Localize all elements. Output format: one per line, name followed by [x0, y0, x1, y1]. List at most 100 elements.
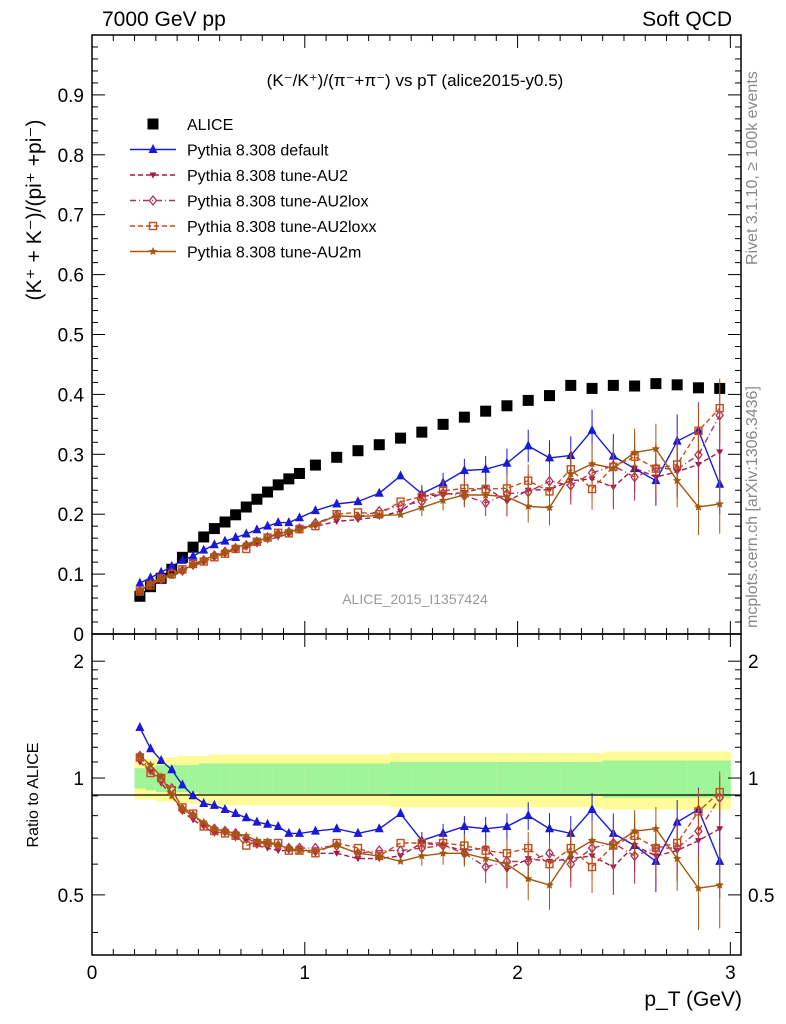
ratio-series-4-point: [273, 841, 283, 850]
series-5-point: [263, 533, 272, 542]
main-y-tick-label: 0: [73, 625, 84, 646]
series-3-line: [139, 415, 721, 592]
series-5-point: [252, 536, 262, 545]
ratio-series-3-point: [694, 807, 703, 816]
ratio-series-0-point: [374, 823, 384, 833]
ratio-series-3-point: [524, 843, 533, 853]
series-0-point: [331, 451, 343, 463]
series-0-point: [501, 400, 513, 412]
band-green-segment: [560, 761, 582, 796]
series-0-point: [230, 509, 242, 521]
series-0-point: [458, 411, 470, 423]
band-green-segment: [155, 765, 167, 793]
ratio-series-4-point: [417, 851, 427, 860]
ratio-series-0-point: [220, 803, 230, 813]
ratio-series-4-point: [523, 874, 533, 883]
ratio-series-3-point: [715, 787, 724, 797]
series-1-point: [135, 577, 145, 587]
ratio-series-4-point: [630, 826, 639, 835]
band-green-segment: [219, 763, 231, 794]
series-5-point: [715, 499, 724, 508]
main-y-tick-label: 0.1: [58, 565, 84, 586]
ratio-series-0-point: [587, 803, 597, 813]
series-1-point: [502, 457, 512, 467]
ratio-series-0-point: [263, 818, 273, 828]
band-green-segment: [496, 761, 519, 796]
ratio-series-3-point: [417, 838, 427, 848]
ratio-series-4-point: [178, 804, 187, 814]
series-5-point: [587, 459, 597, 468]
ratio-series-0-point: [310, 825, 320, 835]
band-green-segment: [347, 763, 370, 794]
ratio-series-4-point: [167, 791, 177, 800]
ratio-series-0-point: [294, 827, 304, 837]
main-y-tick-label: 0.6: [58, 266, 84, 287]
ratio-series-4-point: [460, 848, 469, 857]
series-1-point: [273, 517, 283, 527]
legend: ALICE Pythia 8.308 default Pythia 8.308 tu…: [130, 117, 376, 262]
series-0-point: [607, 379, 619, 391]
band-green-segment: [623, 760, 646, 798]
ratio-series-0-point: [284, 827, 294, 837]
series-5-point: [545, 503, 554, 512]
series-1-point: [374, 487, 384, 497]
legend-label: Pythia 8.308 default: [187, 143, 329, 160]
series-0-point: [283, 473, 295, 485]
legend-label: Pythia 8.308 tune-AU2lox: [187, 194, 368, 211]
series-0-point: [586, 382, 598, 394]
series-1-point: [220, 535, 230, 545]
series-5-point: [694, 502, 703, 511]
band-green-segment: [198, 763, 210, 794]
band-green-segment: [187, 765, 199, 793]
series-0-point: [293, 467, 305, 479]
series-0-point: [309, 459, 321, 471]
series-4-point: [524, 476, 533, 485]
series-0-point: [262, 486, 274, 498]
series-5-point: [353, 512, 363, 521]
series-1-point: [231, 532, 241, 542]
ratio-series-4-point: [545, 880, 554, 889]
band-green-segment: [411, 761, 433, 796]
series-1-point: [252, 524, 262, 534]
series-5-point: [375, 510, 384, 519]
series-0-point: [437, 418, 449, 430]
ratio-series-2-point: [396, 845, 405, 857]
legend-marker: [148, 144, 158, 153]
band-green-segment: [304, 763, 327, 794]
series-0-point: [198, 531, 210, 543]
ratio-series-4-point: [651, 824, 661, 833]
ratio-series-4-point: [332, 841, 341, 850]
ratio-series-4-point: [672, 854, 682, 863]
legend-marker: [148, 221, 158, 231]
series-5-point: [523, 501, 533, 511]
ratio-series-0-point: [523, 810, 533, 820]
band-green-segment: [602, 760, 625, 798]
x-tick-label: 3: [725, 963, 736, 984]
ratio-y-tick-label: 2: [73, 652, 84, 673]
series-5-point: [630, 448, 639, 457]
ratio-series-0-point: [502, 821, 512, 831]
band-green-segment: [666, 760, 689, 798]
x-tick-label: 2: [512, 963, 523, 984]
ratio-axis-ticks: 0.5 0.5 1 1 2 2 0 1 2 3: [58, 634, 774, 984]
plot-title: (K⁻/K⁺)/(π⁻+π⁻) vs pT (alice2015-y0.5): [267, 71, 564, 90]
series-5-point: [188, 560, 198, 569]
series-5-point: [273, 528, 283, 537]
legend-label: ALICE: [187, 117, 233, 134]
series-3-point: [396, 500, 405, 512]
main-y-tick-label: 0.8: [58, 146, 84, 167]
series-1-point: [396, 470, 406, 480]
ratio-series-0-point: [481, 823, 491, 833]
ratio-series-0-point: [353, 827, 363, 837]
ratio-y-axis-label: Ratio to ALICE: [25, 743, 42, 848]
series-5-point: [609, 463, 618, 472]
main-plot-data: [134, 378, 726, 602]
series-1-point: [177, 554, 187, 564]
series-0-point: [251, 493, 263, 505]
ratio-y-tick-label: 1: [73, 769, 84, 790]
legend-marker: [148, 247, 158, 256]
ratio-series-4-point: [284, 843, 294, 852]
ratio-series-0-point: [396, 808, 406, 818]
series-5-point: [146, 578, 155, 587]
ratio-series-4-point: [231, 828, 240, 837]
